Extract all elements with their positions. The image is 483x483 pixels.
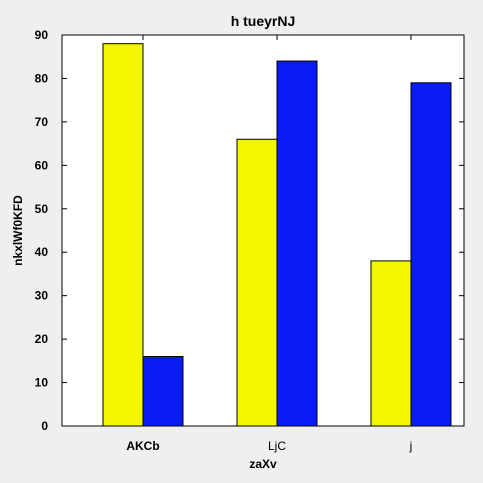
y-tick-label: 80 — [35, 71, 49, 85]
y-tick-label: 60 — [35, 158, 49, 172]
x-tick-label: AKCb — [126, 439, 159, 453]
x-tick-label: j — [409, 439, 413, 453]
y-tick-label: 40 — [35, 245, 49, 259]
y-tick-label: 0 — [41, 419, 48, 433]
x-axis-title: zaXv — [249, 457, 277, 471]
bar-series1-j — [370, 260, 412, 427]
bar-series1-LjC — [236, 138, 278, 427]
y-tick-label: 10 — [35, 376, 49, 390]
y-tick-label: 90 — [35, 28, 49, 42]
y-axis-title: nkxlWf0KFD — [11, 195, 25, 266]
plot-frame — [61, 34, 465, 427]
y-tick-label: 50 — [35, 202, 49, 216]
bar-series2-LjC — [276, 60, 318, 427]
bars-layer — [102, 43, 452, 427]
bar-series2-j — [410, 82, 452, 427]
chart-title: h tueyrNJ — [231, 13, 296, 29]
y-tick-label: 20 — [35, 332, 49, 346]
axes-layer: 0 10 20 30 40 50 60 70 80 90 AKCb LjC j — [35, 28, 465, 453]
y-tick-label: 30 — [35, 289, 49, 303]
bar-series1-AKCb — [102, 43, 144, 427]
y-tick-label: 70 — [35, 115, 49, 129]
x-tick-label: LjC — [268, 439, 286, 453]
bar-series2-AKCb — [142, 355, 184, 427]
